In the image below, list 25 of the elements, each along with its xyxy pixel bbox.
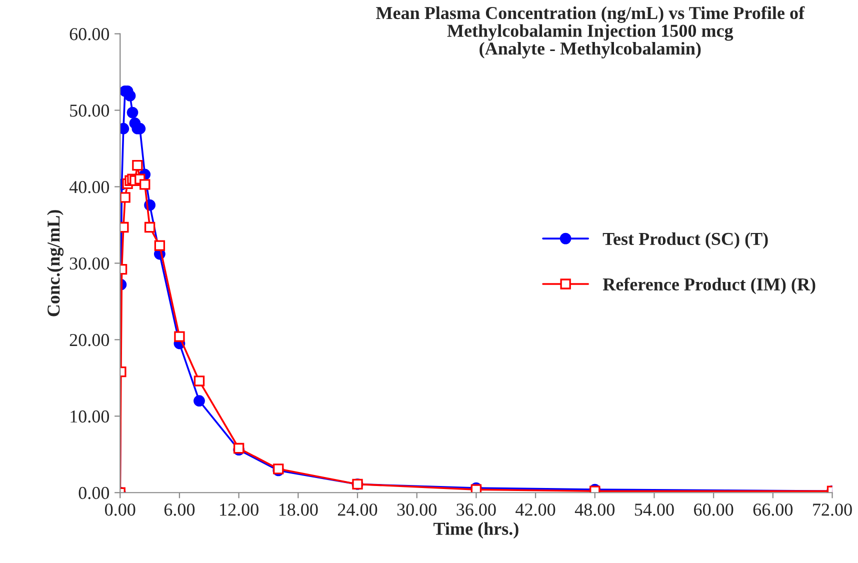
y-tick-label: 40.00 [69, 180, 110, 194]
x-tick-label: 24.00 [338, 504, 378, 516]
x-axis-title: Time (hrs.) [434, 522, 518, 539]
y-tick-label: 30.00 [70, 257, 110, 270]
y-tick-label: 20.00 [70, 334, 110, 346]
y-tick-label: 10.00 [70, 410, 110, 423]
legend-label: Reference Product (IM) (R) [602, 278, 816, 294]
legend-label: Test Product (SC) (T) [602, 232, 768, 249]
x-tick-label: 54.00 [634, 504, 674, 516]
x-tick-label: 66.00 [753, 504, 793, 516]
x-tick-label: 18.00 [279, 504, 318, 516]
y-axis-title: Conc.(ng/mL) [47, 210, 64, 316]
x-tick-label: 36.00 [456, 504, 496, 516]
x-tick-label: 72.00 [813, 504, 852, 516]
x-tick-label: 48.00 [574, 504, 615, 516]
x-tick-label: 6.00 [164, 504, 195, 516]
x-tick-label: 60.00 [694, 504, 734, 516]
y-tick-label: 50.00 [70, 104, 110, 117]
x-tick-label: 42.00 [516, 504, 556, 516]
y-tick-label: 0.00 [78, 486, 110, 500]
y-tick-label: 60.00 [70, 28, 110, 40]
x-tick-label: 30.00 [397, 504, 436, 516]
chart-title: Mean Plasma Concentration (ng/mL) vs Time Profile of Methylcobalamin Injection 1500 mcg (Analyte - Methylcobalamin) [376, 6, 805, 58]
x-tick-label: 0.00 [105, 504, 136, 516]
x-tick-label: 12.00 [220, 504, 258, 516]
